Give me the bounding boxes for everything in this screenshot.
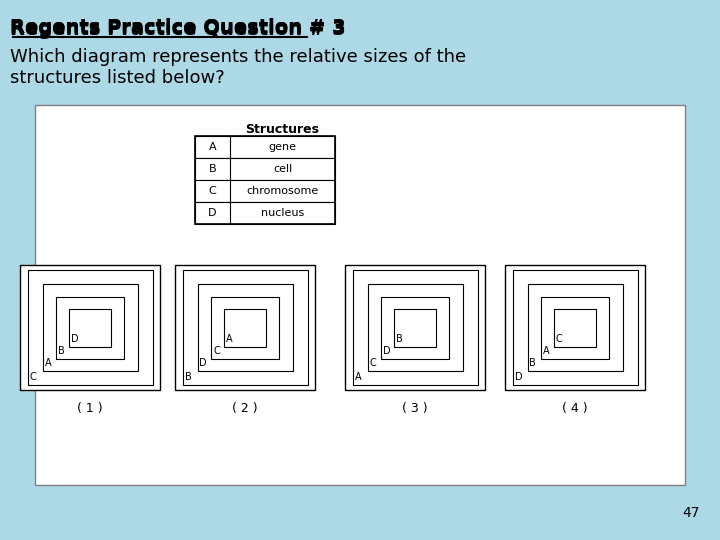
Bar bbox=[195, 136, 335, 224]
Text: A: A bbox=[543, 346, 549, 355]
Bar bbox=[554, 308, 596, 347]
Text: nucleus: nucleus bbox=[261, 208, 304, 218]
Text: chromosome: chromosome bbox=[246, 186, 319, 196]
Text: C: C bbox=[556, 334, 563, 343]
Text: B: B bbox=[209, 164, 216, 174]
Bar bbox=[20, 265, 160, 390]
Bar bbox=[175, 265, 315, 390]
Text: C: C bbox=[213, 346, 220, 355]
Text: cell: cell bbox=[273, 164, 292, 174]
Text: Which diagram represents the relative sizes of the
structures listed below?: Which diagram represents the relative si… bbox=[10, 48, 466, 87]
FancyBboxPatch shape bbox=[35, 105, 685, 485]
Bar bbox=[182, 270, 307, 385]
Bar bbox=[69, 308, 111, 347]
Text: B: B bbox=[396, 334, 402, 343]
Bar bbox=[195, 180, 335, 202]
Text: Regents Practice Question # 3: Regents Practice Question # 3 bbox=[10, 18, 346, 37]
Text: D: D bbox=[383, 346, 391, 355]
Bar bbox=[353, 270, 477, 385]
Text: gene: gene bbox=[269, 142, 297, 152]
Bar bbox=[224, 308, 266, 347]
Text: A: A bbox=[45, 358, 51, 368]
Bar bbox=[195, 136, 335, 158]
Bar bbox=[195, 202, 335, 224]
Bar bbox=[56, 296, 124, 359]
Text: 47: 47 bbox=[683, 506, 700, 520]
Bar bbox=[42, 284, 138, 371]
Bar bbox=[197, 284, 292, 371]
Text: ( 2 ): ( 2 ) bbox=[232, 402, 258, 415]
Text: A: A bbox=[226, 334, 233, 343]
Bar bbox=[505, 265, 645, 390]
Text: ( 4 ): ( 4 ) bbox=[562, 402, 588, 415]
Bar bbox=[513, 270, 637, 385]
Text: D: D bbox=[71, 334, 78, 343]
Text: B: B bbox=[529, 358, 536, 368]
Text: D: D bbox=[515, 372, 522, 382]
Text: C: C bbox=[30, 372, 36, 382]
Bar bbox=[27, 270, 153, 385]
Text: Regents Practice Question # 3: Regents Practice Question # 3 bbox=[10, 20, 346, 39]
Text: A: A bbox=[209, 142, 216, 152]
Text: C: C bbox=[209, 186, 217, 196]
Bar bbox=[394, 308, 436, 347]
Text: D: D bbox=[199, 358, 207, 368]
Bar bbox=[345, 265, 485, 390]
Text: ( 3 ): ( 3 ) bbox=[402, 402, 428, 415]
Bar bbox=[367, 284, 462, 371]
Bar bbox=[195, 158, 335, 180]
Text: D: D bbox=[208, 208, 217, 218]
Bar bbox=[541, 296, 609, 359]
Text: Regents Practice Question # 3: Regents Practice Question # 3 bbox=[10, 18, 346, 37]
Bar bbox=[211, 296, 279, 359]
Text: B: B bbox=[184, 372, 192, 382]
Text: A: A bbox=[354, 372, 361, 382]
Bar bbox=[381, 296, 449, 359]
Text: B: B bbox=[58, 346, 65, 355]
Bar bbox=[528, 284, 623, 371]
Text: ( 1 ): ( 1 ) bbox=[77, 402, 103, 415]
Text: Structures: Structures bbox=[246, 123, 320, 136]
Text: C: C bbox=[369, 358, 377, 368]
